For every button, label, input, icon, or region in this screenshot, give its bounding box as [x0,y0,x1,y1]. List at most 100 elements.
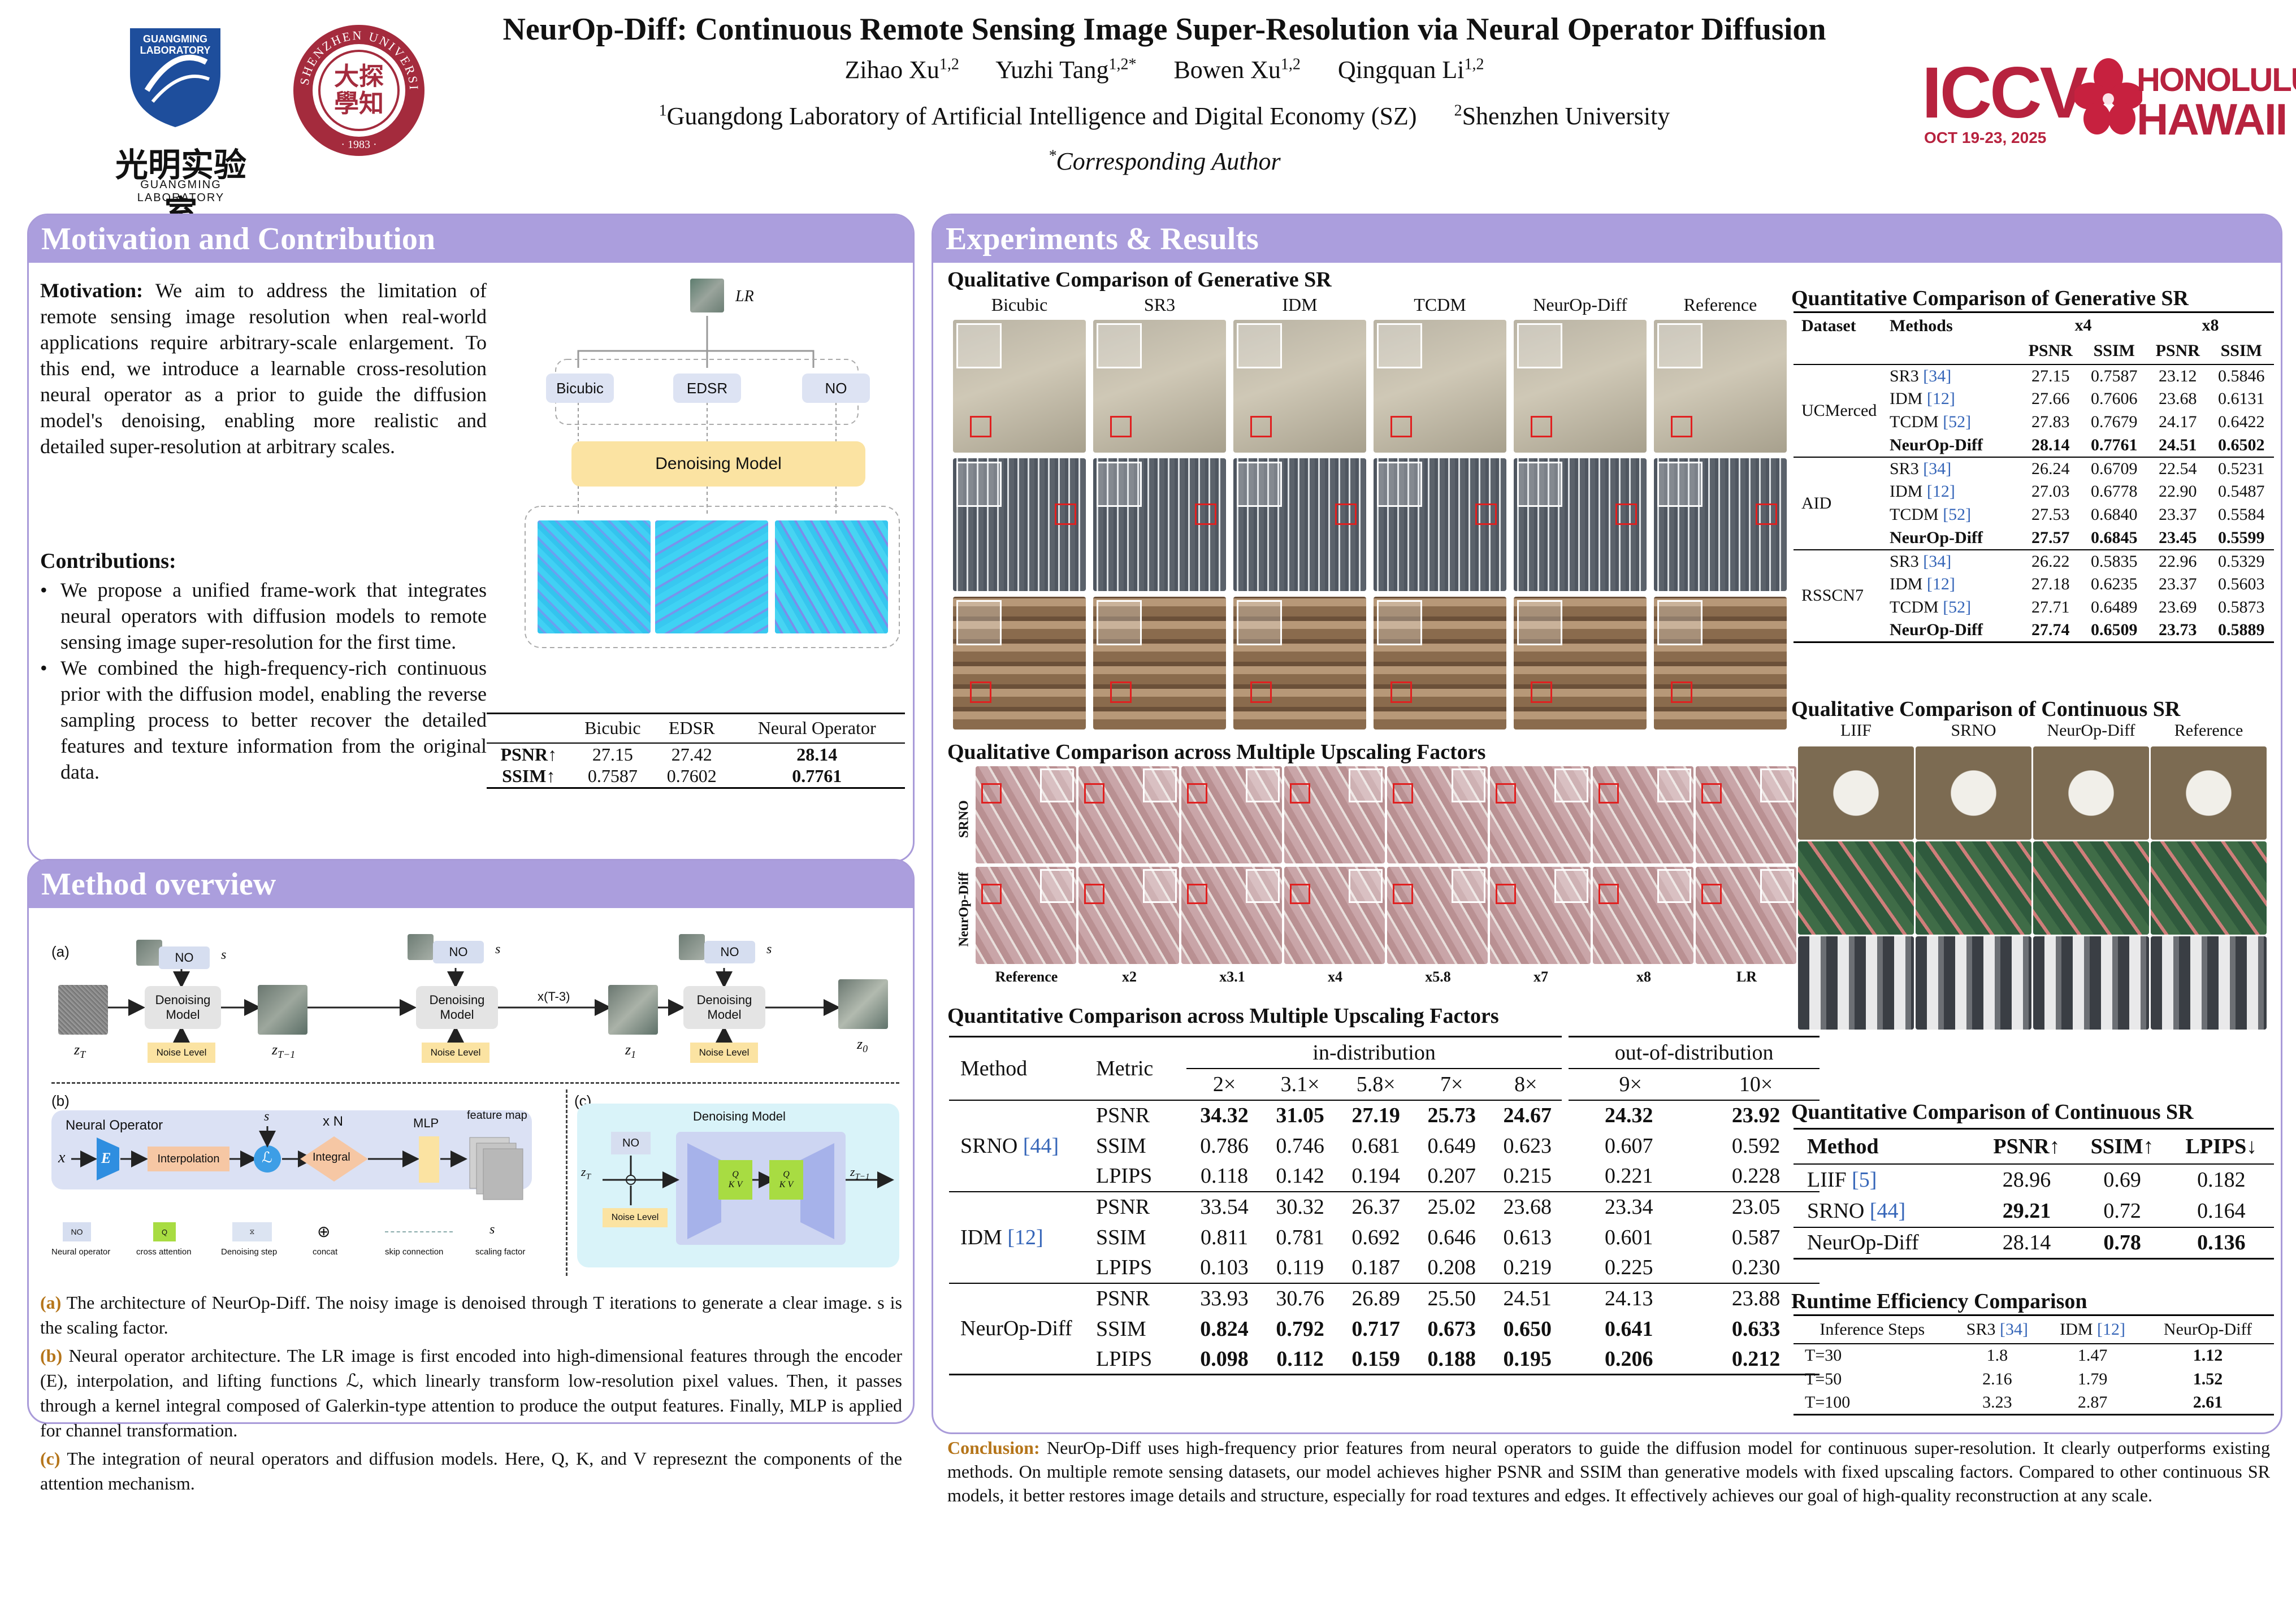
table-row: SRNO [44] PSNR 34.32 31.05 27.19 25.73 24.67 24… [949,1100,1820,1158]
zoom-region [1084,884,1104,904]
table-row: SSIM 0.811 0.781 0.692 0.646 0.613 0.601 0.587 [1096,1225,1781,1249]
zoom-inset [1040,869,1074,903]
qual-multi-image [1284,867,1385,964]
zoom-inset [1246,869,1280,903]
prior-comparison-table: Bicubic EDSR Neural Operator PSNR↑ 27.15 2… [487,713,905,789]
author-2: Bowen Xu1,2 [1173,55,1301,84]
method-captions: (a) The architecture of NeurOp-Diff. The… [40,1290,902,1496]
col-neural-operator: Neural Operator [757,718,876,739]
table-row: TCDM [52] 27.71 0.6489 23.69 0.5873 [1890,598,2265,616]
contributions-list: • We propose a unified frame-work that in… [40,577,487,785]
zoom-region [1393,783,1413,804]
dashed-divider [51,1082,899,1084]
table-row: IDM [12] 27.03 0.6778 22.90 0.5487 [1890,482,2265,501]
lr-thumb-2 [408,934,434,960]
denoising-box-1: Denoising Model [145,986,221,1029]
table-row: PSNR↑ 27.15 27.42 28.14 [500,744,838,765]
table-row: RSSCN7 SR3 [34] 26.22 0.5835 22.96 0.5329 [1794,549,2274,605]
edsr-node: EDSR [673,374,741,403]
zoom-region [1496,783,1516,804]
author-list: Zihao Xu1,2 Yuzhi Tang1,2* Bowen Xu1,2 Q… [452,55,1877,84]
qual-gen-image [953,320,1086,453]
zoom-region [1250,416,1272,437]
hibiscus-icon [2074,58,2142,134]
table-row: T=100 3.23 2.87 2.61 [1805,1392,2223,1412]
qual-gen-image [1233,458,1366,591]
qual-multi-title: Qualitative Comparison across Multiple U… [947,740,1486,764]
zoom-region [1531,416,1552,437]
legend-no-icon: NO [63,1222,91,1241]
zoom-region [1084,783,1104,804]
table-row: T=30 1.8 1.47 1.12 [1805,1346,2223,1365]
table-row: LPIPS 0.098 0.112 0.159 0.188 0.195 0.206 0.212 [1096,1347,1781,1371]
qual-cont-image [1916,936,2031,1030]
zoom-inset [1349,768,1383,802]
iccv-date: OCT 19-23, 2025 [1924,129,2047,146]
quant-multi-table: Method Metric in-distribution out-of-dis… [949,1036,1820,1375]
author-0: Zihao Xu1,2 [844,55,959,84]
zoom-inset [1143,768,1177,802]
zoom-inset [1237,600,1282,645]
guangming-shield-icon: GUANGMING LABORATORY [130,28,220,127]
zoom-region [970,681,991,703]
zT1-image [258,985,307,1035]
zoom-inset [1760,768,1794,802]
zoom-inset [1377,600,1422,645]
zoom-region [1671,681,1692,703]
qual-gen-image [1654,320,1787,453]
no-box-c: NO [611,1132,651,1154]
table-row: T=50 2.16 1.79 1.52 [1805,1369,2223,1388]
contribution-item: • We propose a unified frame-work that in… [40,579,487,653]
qual-multi-image [1284,766,1385,863]
lr-thumb-3 [679,934,705,960]
table-row: LIIF [5] 28.96 0.69 0.182 [1807,1168,2246,1192]
scale-header: 5.8× [1356,1072,1396,1096]
qual-multi-image [1593,766,1693,863]
legend-cross-attention-icon: Q [153,1222,176,1241]
qual-cont-title: Qualitative Comparison of Continuous SR [1791,697,2181,721]
zoom-inset [1554,768,1588,802]
qual-gen-image [953,458,1086,591]
qual-cont-image [2033,936,2149,1030]
edsr-feature-map [655,520,768,633]
guangming-logo: GUANGMING LABORATORY 光明实验室 GUANGMING LAB… [113,23,260,232]
qual-gen-image [1233,320,1366,453]
zoom-inset [1097,600,1142,645]
qual-gen-title: Qualitative Comparison of Generative SR [947,268,1332,292]
svg-text:· 1983 ·: · 1983 · [341,138,376,151]
qual-gen-image [1374,320,1506,453]
no-node: NO [802,374,870,403]
table-row: TCDM [52] 27.53 0.6840 23.37 0.5584 [1890,505,2265,524]
zoom-inset [956,462,1002,507]
iccv-city-1: HONOLULU [2137,62,2296,98]
qual-multi-image [1696,867,1796,964]
qual-multi-image [1387,766,1488,863]
method-heading: Method overview [29,861,913,908]
table-row: LPIPS 0.103 0.119 0.187 0.208 0.219 0.225 0.230 [1096,1256,1781,1279]
table-row: SSIM↑ 0.7587 0.7602 0.7761 [502,766,842,787]
dataset-cell: UCMerced [1801,401,1877,420]
z1-image [608,985,658,1035]
legend-denoising-step-icon: ⧖ [232,1222,272,1241]
svg-text:LABORATORY: LABORATORY [140,45,211,56]
zoom-region [1250,681,1272,703]
szu-seal-logo: 大探 學知 SHENZHEN UNIVERSITY · 1983 · [286,11,427,158]
lr-thumb-1 [136,940,162,966]
qual-gen-image [1233,597,1366,730]
denoising-model-node: Denoising Model [571,441,865,487]
zoom-region [1756,503,1777,525]
zoom-inset [1143,869,1177,903]
table-row: NeurOp-Diff 28.14 0.7761 24.51 0.6502 [1890,435,2265,454]
dataset-cell: AID [1801,493,1832,513]
iccv-wordmark: ICCV [1922,53,2088,133]
dataset-cell: RSSCN7 [1801,586,1864,605]
bicubic-feature-map [538,520,651,633]
method-cell: IDM [12] [960,1225,1043,1249]
qual-gen-image [1514,597,1647,730]
svg-text:學知: 學知 [334,89,384,118]
zoom-inset [1657,323,1702,368]
zoom-region [981,783,1002,804]
table-row: SRNO [44] 29.21 0.72 0.164 [1807,1199,2246,1223]
